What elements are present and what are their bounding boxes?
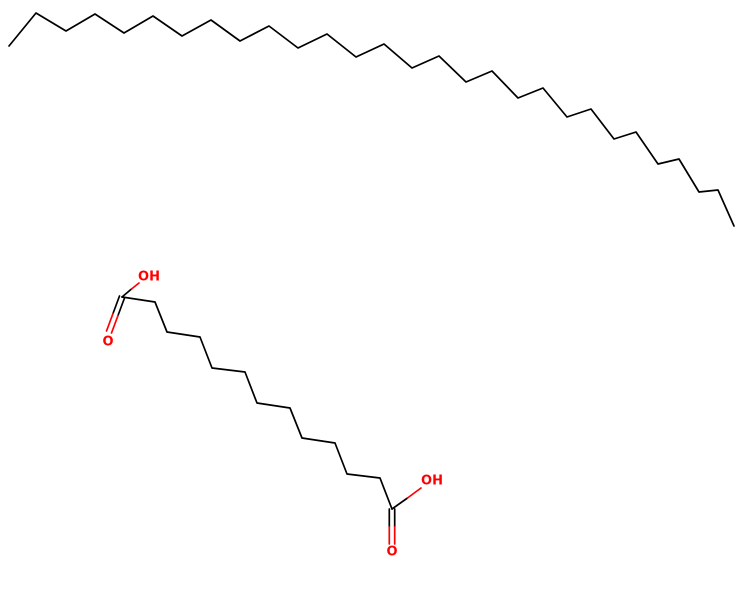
long-alkane-chain-path xyxy=(8,12,735,227)
atom-label-carbonyl-left: O xyxy=(102,335,113,350)
c1-o-double-line1-red xyxy=(110,314,119,334)
atom-label-hydroxyl-bottom: OH xyxy=(421,474,443,489)
c1-o-double-line1-black xyxy=(117,297,126,317)
diacid-chain-path xyxy=(121,296,393,510)
c1-o-double-line2-black xyxy=(112,295,121,315)
c2-oh-bond-red xyxy=(406,487,422,499)
c1-oh-bond-red xyxy=(130,282,140,290)
c1-o-double-line2-red xyxy=(105,312,114,332)
c1-oh-bond-black xyxy=(121,288,133,298)
atom-label-hydroxyl-left: OH xyxy=(138,270,160,285)
atom-label-carbonyl-bottom: O xyxy=(386,545,397,560)
c2-oh-bond-black xyxy=(391,497,409,510)
